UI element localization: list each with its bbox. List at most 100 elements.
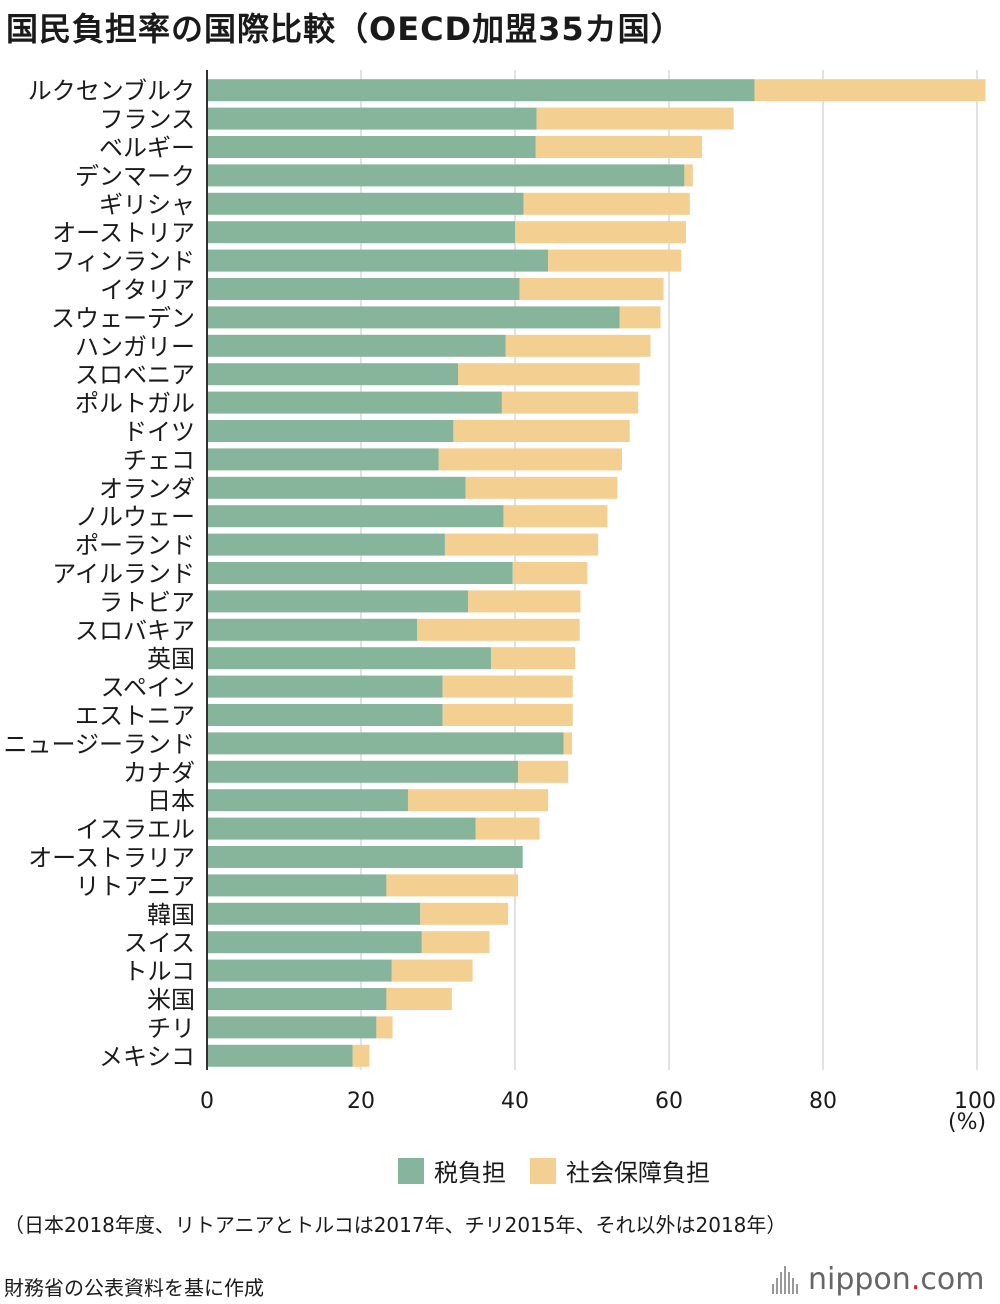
bar-tax <box>207 618 418 641</box>
legend-swatch-tax <box>398 1157 424 1184</box>
x-tick-label: 100 <box>954 1089 996 1110</box>
bar-social <box>465 476 618 499</box>
bar-tax <box>207 874 387 897</box>
bar-tax <box>207 334 506 357</box>
bar-tax <box>207 931 422 954</box>
category-label: スロベニア <box>75 361 195 389</box>
bar-social <box>442 675 573 698</box>
source-note: 財務省の公表資料を基に作成 <box>4 1276 264 1300</box>
bar-tax <box>207 391 502 414</box>
category-label: チェコ <box>123 446 195 474</box>
x-tick-label: 40 <box>501 1089 529 1110</box>
legend-item-social: 社会保障負担 <box>530 1153 710 1188</box>
category-label: ポルトガル <box>75 390 195 418</box>
category-label: スペイン <box>101 674 195 702</box>
legend: 税負担 社会保障負担 <box>398 1153 734 1188</box>
bar-social <box>420 902 509 925</box>
bar-tax <box>207 1044 353 1067</box>
logo-bars-icon <box>772 1265 800 1294</box>
category-label: 韓国 <box>147 901 195 929</box>
bar-tax <box>207 221 515 244</box>
bar-social <box>503 505 608 528</box>
category-label: 米国 <box>147 986 195 1014</box>
category-label: カナダ <box>123 759 195 787</box>
bar-tax <box>207 732 564 755</box>
bar-social <box>523 192 690 215</box>
bar-tax <box>207 675 443 698</box>
legend-item-tax: 税負担 <box>398 1153 506 1188</box>
category-label: デンマーク <box>75 162 195 190</box>
bar-social <box>421 931 490 954</box>
bar-tax <box>207 448 439 471</box>
bar-social <box>536 107 734 130</box>
bar-social <box>684 164 693 187</box>
stacked-bar-chart: ルクセンブルクフランスベルギーデンマークギリシャオーストリアフィンランドイタリア… <box>3 70 996 1110</box>
category-label: エストニア <box>75 702 195 730</box>
footnote: （日本2018年度、リトアニアとトルコは2017年、チリ2015年、それ以外は2… <box>4 1213 787 1237</box>
bar-social <box>535 136 703 158</box>
bar-social <box>352 1044 370 1067</box>
bar-tax <box>207 988 387 1010</box>
bar-tax <box>207 107 537 130</box>
bar-social <box>458 363 640 386</box>
category-label: リトアニア <box>75 872 195 900</box>
bar-social <box>512 562 588 584</box>
bar-social <box>501 391 639 414</box>
category-label: フランス <box>99 106 195 134</box>
bar-tax <box>207 959 392 982</box>
bar-tax <box>207 846 523 868</box>
x-tick-label: 20 <box>347 1089 375 1110</box>
category-label: ポーランド <box>75 532 195 560</box>
bar-social <box>518 760 569 783</box>
category-label: チリ <box>147 1014 195 1042</box>
category-label: メキシコ <box>99 1043 195 1071</box>
category-label: ラトビア <box>99 588 195 616</box>
bar-tax <box>207 249 549 272</box>
category-label: オランダ <box>99 475 195 503</box>
bar-tax <box>207 306 620 329</box>
bar-tax <box>207 562 513 584</box>
bar-tax <box>207 817 476 840</box>
bar-social <box>519 278 664 300</box>
bar-social <box>505 334 651 357</box>
legend-label-tax: 税負担 <box>434 1159 506 1187</box>
bar-tax <box>207 533 445 556</box>
category-label: ギリシャ <box>99 191 195 219</box>
category-label: ノルウェー <box>75 503 195 531</box>
category-label: オーストラリア <box>28 844 195 872</box>
bar-tax <box>207 420 454 442</box>
category-label: スイス <box>124 929 195 957</box>
category-label: アイルランド <box>52 560 195 588</box>
bar-tax <box>207 363 459 386</box>
bar-social <box>563 732 572 755</box>
category-label: ベルギー <box>99 134 195 162</box>
bar-tax <box>207 476 466 499</box>
bar-social <box>442 704 573 726</box>
bar-tax <box>207 902 421 925</box>
bar-tax <box>207 136 536 158</box>
bar-social <box>754 79 986 102</box>
legend-swatch-social <box>530 1157 556 1184</box>
x-tick-label: 60 <box>655 1089 683 1110</box>
category-label: 日本 <box>147 787 195 815</box>
bar-tax <box>207 192 524 215</box>
bar-social <box>391 959 473 982</box>
bar-tax <box>207 590 469 613</box>
category-label: ルクセンブルク <box>28 77 195 105</box>
bar-social <box>491 647 576 670</box>
nippon-logo[interactable]: nippon. com <box>772 1262 984 1297</box>
bar-tax <box>207 278 520 300</box>
category-label: 英国 <box>147 645 195 673</box>
chart-title: 国民負担率の国際比較（OECD加盟35カ国） <box>6 10 684 48</box>
bar-social <box>515 221 686 244</box>
bar-social <box>376 1016 393 1039</box>
category-label: ハンガリー <box>75 333 195 361</box>
bar-tax <box>207 760 519 783</box>
category-label: スウェーデン <box>51 304 195 332</box>
bar-social <box>417 618 580 641</box>
category-label: ドイツ <box>123 418 195 446</box>
logo-suffix: com <box>920 1262 985 1297</box>
category-label: フィンランド <box>51 248 195 276</box>
bar-social <box>548 249 682 272</box>
legend-label-social: 社会保障負担 <box>566 1159 710 1187</box>
